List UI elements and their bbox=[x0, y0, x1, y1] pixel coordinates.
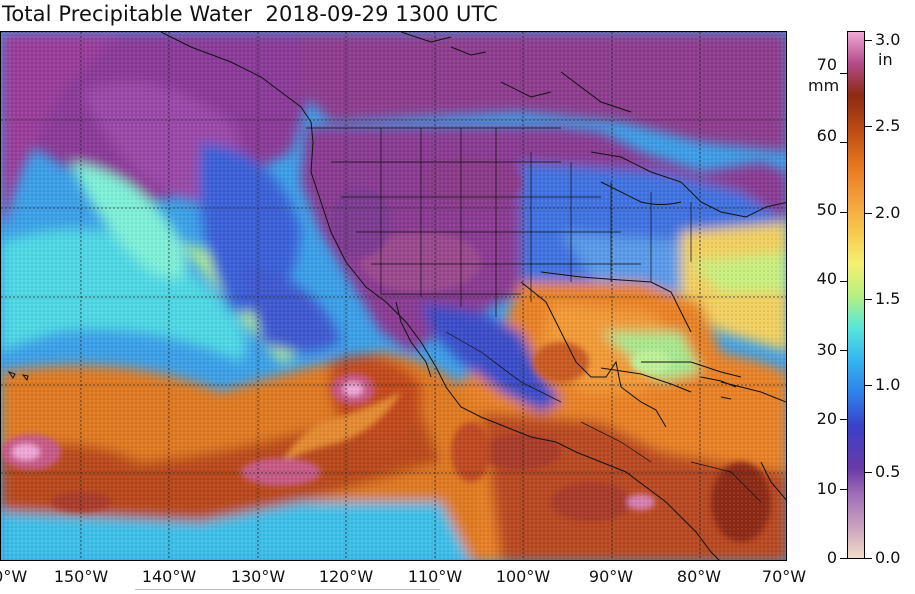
mm-tick-10 bbox=[840, 489, 847, 490]
in-tick-0.5 bbox=[865, 472, 872, 473]
in-tick-3.0 bbox=[865, 40, 872, 41]
lon-label-160w: 160°W bbox=[0, 567, 28, 586]
lon-label-110w: 110°W bbox=[407, 567, 463, 586]
lon-label-150w: 150°W bbox=[53, 567, 109, 586]
in-label-3.0: 3.0 bbox=[875, 30, 901, 49]
graticule bbox=[1, 32, 786, 560]
mm-tick-50 bbox=[840, 212, 847, 213]
chart-title: Total Precipitable Water 2018-09-29 1300… bbox=[2, 2, 498, 26]
lon-label-120w: 120°W bbox=[318, 567, 374, 586]
mm-tick-20 bbox=[840, 419, 847, 420]
state-borders bbox=[306, 127, 762, 503]
mm-label-60: 60 bbox=[816, 126, 837, 145]
mm-label-30: 30 bbox=[816, 340, 837, 359]
in-tick-2.0 bbox=[865, 213, 872, 214]
mm-label-10: 10 bbox=[816, 479, 837, 498]
mm-tick-30 bbox=[840, 350, 847, 351]
mm-label-40: 40 bbox=[816, 269, 837, 288]
in-label-1.0: 1.0 bbox=[875, 375, 901, 394]
lon-label-70w: 70°W bbox=[761, 567, 807, 586]
in-label-0.0: 0.0 bbox=[875, 548, 901, 567]
mm-label-20: 20 bbox=[816, 409, 837, 428]
mm-tick-0 bbox=[840, 558, 847, 559]
in-tick-1.5 bbox=[865, 299, 872, 300]
in-tick-0.0 bbox=[865, 558, 872, 559]
in-tick-2.5 bbox=[865, 126, 872, 127]
colorbar-unit-in: in bbox=[878, 50, 893, 69]
mm-tick-70 bbox=[840, 73, 847, 74]
precipitable-water-map bbox=[0, 31, 787, 561]
islands bbox=[7, 32, 737, 400]
bottom-scrollbar-stub bbox=[135, 589, 440, 594]
mm-label-50: 50 bbox=[816, 200, 837, 219]
mm-label-0: 0 bbox=[826, 548, 837, 567]
mm-label-70: 70 bbox=[816, 55, 837, 74]
in-label-2.5: 2.5 bbox=[875, 116, 901, 135]
mm-tick-60 bbox=[840, 142, 847, 143]
in-tick-1.0 bbox=[865, 385, 872, 386]
map-canvas bbox=[1, 32, 786, 560]
lon-label-140w: 140°W bbox=[141, 567, 197, 586]
lon-label-100w: 100°W bbox=[495, 567, 551, 586]
lon-label-80w: 80°W bbox=[676, 567, 722, 586]
in-label-2.0: 2.0 bbox=[875, 203, 901, 222]
colorbar-unit-mm: mm bbox=[808, 76, 840, 95]
lon-label-90w: 90°W bbox=[588, 567, 634, 586]
colorbar bbox=[847, 31, 865, 559]
coastlines bbox=[160, 32, 786, 560]
mm-tick-40 bbox=[840, 281, 847, 282]
in-label-1.5: 1.5 bbox=[875, 289, 901, 308]
lon-label-130w: 130°W bbox=[230, 567, 286, 586]
in-label-0.5: 0.5 bbox=[875, 462, 901, 481]
